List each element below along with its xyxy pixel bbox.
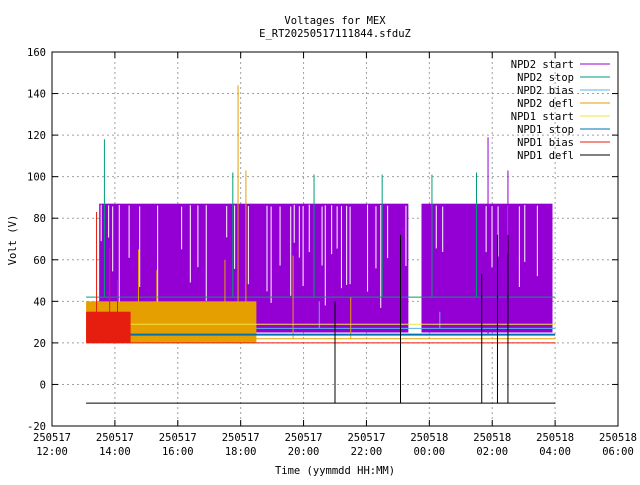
legend-label: NPD2 start [511,59,574,71]
data-layer [86,85,556,404]
legend-label: NPD1 stop [517,124,574,136]
y-tick-label: -20 [27,421,46,433]
y-axis-label: Volt (V) [7,215,19,266]
x-tick-time-label: 00:00 [414,446,446,458]
x-tick-time-label: 02:00 [476,446,508,458]
plot-frame [51,51,619,427]
x-tick-time-label: 04:00 [539,446,571,458]
x-tick-date-label: 250517 [222,432,260,444]
x-tick-date-label: 250517 [96,432,134,444]
x-axis-label: Time (yymmdd HH:MM) [275,465,395,477]
x-tick-time-label: 16:00 [162,446,194,458]
legend-label: NPD2 defl [517,98,574,110]
x-tick-time-label: 22:00 [351,446,383,458]
chart-title: Voltages for MEX [284,15,386,27]
y-tick-label: 120 [27,130,46,142]
x-tick-date-label: 250517 [159,432,197,444]
x-tick-time-label: 06:00 [602,446,634,458]
x-tick-time-label: 12:00 [36,446,68,458]
x-tick-time-label: 14:00 [99,446,131,458]
x-tick-time-label: 18:00 [225,446,257,458]
legend-label: NPD1 start [511,111,574,123]
y-tick-label: 80 [33,213,46,225]
series-npd1-defl [86,234,556,404]
legend-label: NPD2 stop [517,72,574,84]
y-tick-label: 20 [33,338,46,350]
x-tick-date-label: 250518 [410,432,448,444]
x-tick-time-label: 20:00 [288,446,320,458]
y-tick-label: 160 [27,47,46,59]
series-band [86,311,131,343]
chart-subtitle: E_RT20250517111844.sfduZ [259,28,411,40]
x-tick-date-label: 250517 [285,432,323,444]
x-tick-date-label: 250518 [536,432,574,444]
x-tick-date-label: 250518 [599,432,637,444]
x-tick-date-label: 250518 [473,432,511,444]
y-tick-label: 140 [27,89,46,101]
y-tick-label: 100 [27,172,46,184]
y-tick-label: 40 [33,296,46,308]
y-tick-label: 0 [40,379,46,391]
legend-label: NPD1 defl [517,150,574,162]
series-npd2-stop [86,139,556,298]
y-tick-label: 60 [33,255,46,267]
legend-label: NPD2 bias [517,85,574,97]
series-band [421,203,553,333]
x-tick-date-label: 250517 [33,432,71,444]
tick-layer: -20 0 20 40 60 80 100 120 140 160 250517 12:00 25051… [27,47,637,458]
series-npd1-bias [86,211,556,344]
x-tick-date-label: 250517 [347,432,385,444]
legend-label: NPD1 bias [517,137,574,149]
